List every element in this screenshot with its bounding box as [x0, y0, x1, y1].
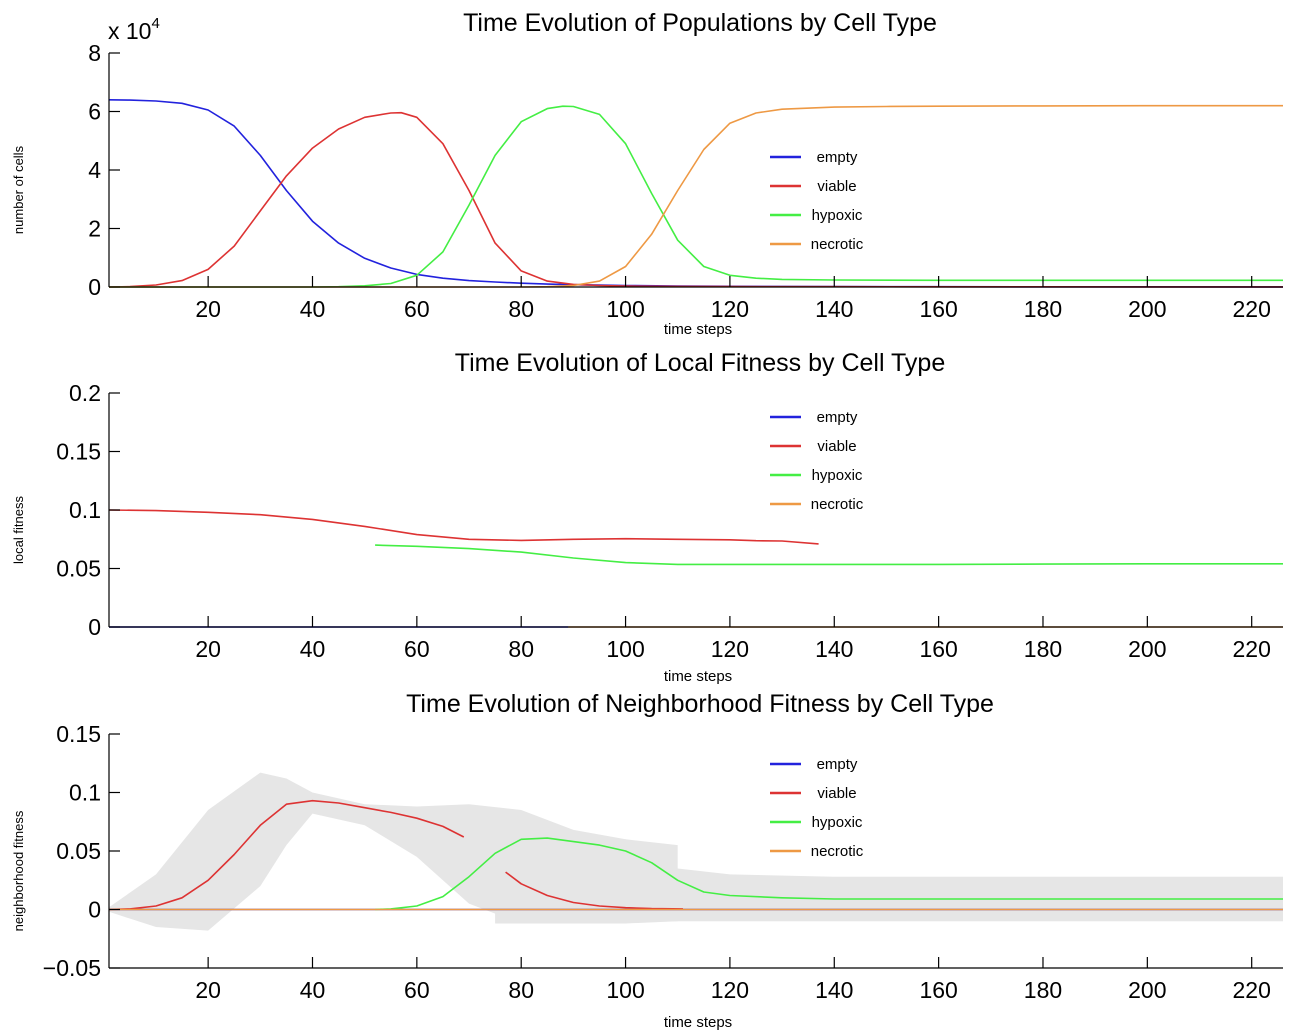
y-axis-label: number of cells — [11, 145, 26, 234]
neighborhood-fitness-panel: Time Evolution of Neighborhood Fitness b… — [11, 690, 1283, 1031]
legend-label-viable: viable — [817, 438, 856, 455]
x-tick-label: 60 — [404, 296, 430, 322]
y-tick-label: 0 — [88, 274, 101, 300]
y-multiplier-base: x 10 — [108, 18, 151, 44]
x-tick-label: 40 — [300, 977, 326, 1003]
x-tick-label: 200 — [1128, 636, 1166, 662]
legend-label-hypoxic: hypoxic — [812, 207, 863, 224]
x-tick-label: 120 — [711, 296, 749, 322]
series-line-necrotic — [109, 104, 1283, 288]
x-tick-label: 80 — [508, 636, 534, 662]
y-tick-label: 0.2 — [69, 380, 101, 406]
chart-title: Time Evolution of Neighborhood Fitness b… — [406, 690, 994, 718]
legend-label-necrotic: necrotic — [811, 236, 864, 253]
x-tick-label: 80 — [508, 296, 534, 322]
confidence-band-1 — [109, 772, 1283, 931]
y-multiplier-exponent: 4 — [151, 15, 159, 32]
local-fitness-panel: Time Evolution of Local Fitness by Cell … — [11, 349, 1283, 685]
x-tick-label: 120 — [711, 636, 749, 662]
x-tick-label: 40 — [300, 296, 326, 322]
y-tick-label: 0.15 — [56, 439, 101, 465]
x-tick-label: 200 — [1128, 296, 1166, 322]
x-tick-label: 180 — [1024, 977, 1062, 1003]
x-tick-label: 140 — [815, 636, 853, 662]
chart-title: Time Evolution of Local Fitness by Cell … — [455, 349, 946, 377]
x-tick-label: 100 — [606, 636, 644, 662]
series-line-hypoxic — [375, 837, 1283, 911]
y-tick-label: 0.05 — [56, 838, 101, 864]
series-line-hypoxic — [375, 544, 1283, 566]
y-tick-label: 0.05 — [56, 556, 101, 582]
series-line-viable — [505, 871, 684, 910]
x-axis-label: time steps — [664, 1014, 732, 1031]
x-tick-label: 80 — [508, 977, 534, 1003]
chart-title: Time Evolution of Populations by Cell Ty… — [463, 9, 937, 37]
y-tick-label: 0.1 — [69, 780, 101, 806]
y-tick-label: 6 — [88, 99, 101, 125]
series-line-viable — [108, 799, 465, 911]
y-tick-label: 0.15 — [56, 721, 101, 747]
legend-label-hypoxic: hypoxic — [812, 814, 863, 831]
x-axis-label: time steps — [664, 321, 732, 338]
y-tick-label: 0 — [88, 897, 101, 923]
legend-label-viable: viable — [817, 178, 856, 195]
legend-label-necrotic: necrotic — [811, 496, 864, 513]
x-tick-label: 140 — [815, 977, 853, 1003]
legend-label-empty: empty — [817, 756, 858, 773]
legend: empty viable hypoxic necrotic — [770, 756, 864, 860]
x-tick-label: 160 — [919, 977, 957, 1003]
x-tick-label: 20 — [195, 296, 221, 322]
series-line-hypoxic — [109, 105, 1283, 288]
legend: empty viable hypoxic necrotic — [770, 409, 864, 513]
x-tick-label: 180 — [1024, 296, 1062, 322]
legend-label-empty: empty — [817, 409, 858, 426]
x-axis-label: time steps — [664, 668, 732, 685]
y-tick-label: 4 — [88, 157, 101, 183]
x-tick-label: 40 — [300, 636, 326, 662]
populations-panel: Time Evolution of Populations by Cell Ty… — [11, 9, 1283, 338]
y-axis-label: local fitness — [11, 496, 26, 564]
series-line-viable — [108, 111, 1283, 288]
x-tick-label: 120 — [711, 977, 749, 1003]
x-tick-label: 220 — [1233, 977, 1271, 1003]
x-tick-label: 60 — [404, 977, 430, 1003]
confidence-band-2 — [495, 839, 678, 924]
x-tick-label: 60 — [404, 636, 430, 662]
legend-label-empty: empty — [817, 149, 858, 166]
legend-label-viable: viable — [817, 785, 856, 802]
series-line-viable — [108, 509, 819, 545]
x-tick-label: 180 — [1024, 636, 1062, 662]
legend-label-hypoxic: hypoxic — [812, 467, 863, 484]
legend-label-necrotic: necrotic — [811, 843, 864, 860]
x-tick-label: 20 — [195, 636, 221, 662]
y-tick-label: 0 — [88, 614, 101, 640]
x-tick-label: 100 — [606, 977, 644, 1003]
y-multiplier: x 104 — [108, 15, 160, 44]
x-tick-label: 160 — [919, 296, 957, 322]
legend: empty viable hypoxic necrotic — [770, 149, 864, 253]
x-tick-label: 20 — [195, 977, 221, 1003]
y-tick-label: 2 — [88, 216, 101, 242]
y-axis-label: neighborhood fitness — [11, 810, 26, 931]
x-tick-label: 140 — [815, 296, 853, 322]
y-tick-label: 8 — [88, 40, 101, 66]
x-tick-label: 200 — [1128, 977, 1166, 1003]
y-tick-label: −0.05 — [43, 955, 101, 981]
x-tick-label: 220 — [1233, 636, 1271, 662]
x-tick-label: 160 — [919, 636, 957, 662]
y-tick-label: 0.1 — [69, 497, 101, 523]
x-tick-label: 100 — [606, 296, 644, 322]
x-tick-label: 220 — [1233, 296, 1271, 322]
